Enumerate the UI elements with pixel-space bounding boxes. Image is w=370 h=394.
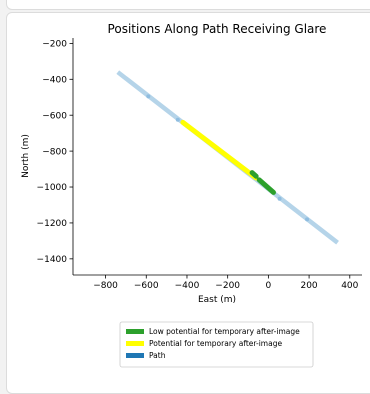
legend-label: Potential for temporary after-image	[149, 339, 282, 348]
path-marker-3	[277, 196, 282, 201]
y-tick-label: −1400	[37, 255, 68, 265]
y-axis-label: North (m)	[21, 134, 31, 178]
x-tick-label: 400	[341, 281, 358, 291]
legend-swatch	[126, 329, 144, 334]
y-tick-label: −1000	[37, 183, 68, 193]
x-axis-ticks: −800 −600 −400 −200 0 200 400	[93, 275, 359, 291]
x-tick-label: −200	[215, 281, 240, 291]
y-tick-label: −200	[42, 40, 67, 50]
low-potential-segment-1	[249, 170, 259, 179]
x-tick-label: −800	[93, 281, 118, 291]
x-tick-label: −600	[134, 281, 159, 291]
potential-segment-1	[180, 119, 259, 181]
legend: Low potential for temporary after-image P…	[119, 321, 314, 368]
plot-area	[116, 70, 339, 245]
path-marker-2	[175, 117, 180, 122]
y-tick-label: −800	[42, 147, 67, 157]
chart-title: Positions Along Path Receiving Glare	[108, 22, 327, 36]
previous-panel	[6, 0, 370, 10]
low-potential-segment-2	[256, 177, 276, 195]
x-axis-label: East (m)	[198, 295, 236, 305]
y-tick-label: −400	[42, 75, 67, 85]
legend-frame	[119, 321, 314, 368]
x-tick-label: −400	[175, 281, 200, 291]
legend-swatch	[126, 353, 144, 358]
x-tick-label: 200	[300, 281, 317, 291]
y-axis-ticks: −200 −400 −600 −800 −1000 −1200 −1400	[37, 40, 73, 265]
x-tick-label: 0	[266, 281, 272, 291]
path-marker-4	[305, 217, 310, 222]
y-tick-label: −600	[42, 111, 67, 121]
glare-chart: Positions Along Path Receiving Glare −20…	[21, 22, 362, 368]
legend-swatch	[126, 341, 144, 346]
path-marker-1	[146, 94, 151, 99]
y-tick-label: −1200	[37, 219, 68, 229]
legend-label: Low potential for temporary after-image	[149, 327, 300, 336]
legend-label: Path	[149, 351, 166, 360]
